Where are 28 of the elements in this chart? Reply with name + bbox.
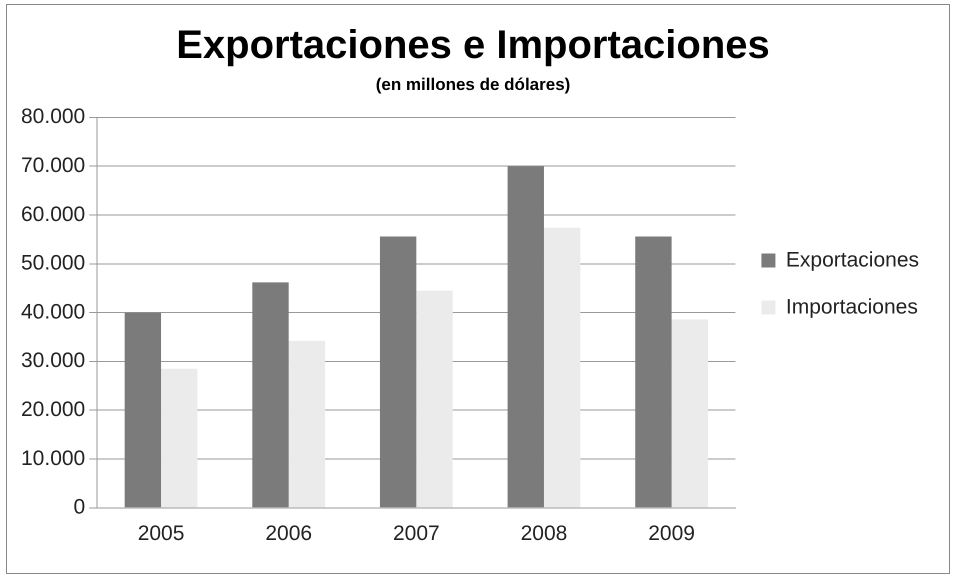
legend-label: Exportaciones bbox=[786, 248, 920, 272]
y-tick-label: 80.000 bbox=[20, 105, 86, 128]
y-tick-label: 50.000 bbox=[20, 252, 86, 275]
y-tick-label: 60.000 bbox=[20, 202, 86, 226]
x-tick-label: 2007 bbox=[392, 522, 440, 546]
bar bbox=[252, 282, 289, 508]
y-tick-label: 40.000 bbox=[20, 300, 86, 324]
bar bbox=[672, 319, 708, 508]
x-tick-label: 2006 bbox=[265, 522, 312, 546]
y-tick-label: 20.000 bbox=[20, 398, 86, 421]
legend-label: Importaciones bbox=[786, 295, 918, 318]
bar bbox=[380, 236, 416, 508]
bar bbox=[508, 166, 544, 508]
bar bbox=[288, 340, 326, 508]
y-tick-label: 0 bbox=[74, 496, 86, 519]
y-tick-label: 10.000 bbox=[20, 446, 86, 470]
x-tick-label: 2009 bbox=[648, 522, 695, 546]
y-tick-label: 30.000 bbox=[20, 349, 86, 372]
bar bbox=[124, 312, 162, 508]
chart-subtitle: (en millones de dólares) bbox=[376, 74, 570, 94]
chart-title: Exportaciones e Importaciones bbox=[176, 23, 770, 68]
bar bbox=[161, 368, 198, 508]
x-tick-label: 2008 bbox=[520, 522, 568, 546]
bar bbox=[544, 228, 580, 508]
bar bbox=[635, 236, 672, 508]
x-tick-label: 2005 bbox=[138, 522, 184, 546]
bar bbox=[416, 290, 453, 508]
y-tick-label: 70.000 bbox=[20, 154, 86, 177]
